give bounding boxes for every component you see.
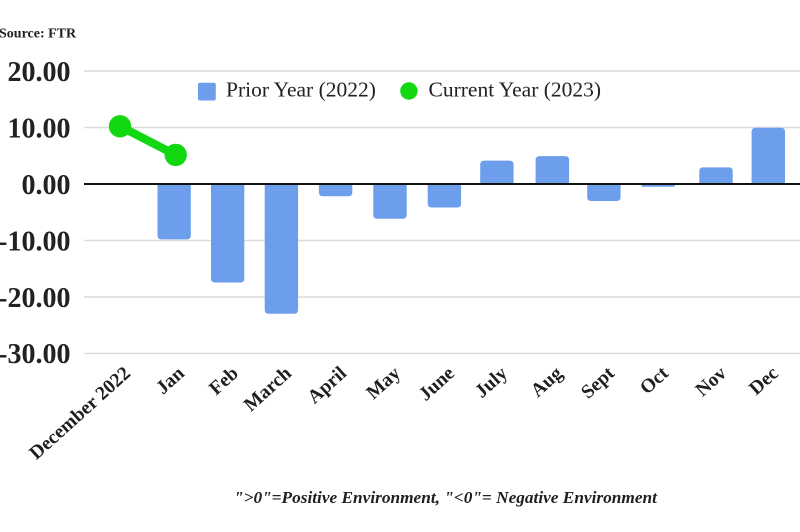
svg-text:Prior Year (2022): Prior Year (2022) (226, 78, 376, 102)
svg-text:-10.00: -10.00 (0, 226, 71, 257)
svg-text:Current Year (2023): Current Year (2023) (429, 78, 602, 102)
svg-text:10.00: 10.00 (8, 113, 71, 144)
svg-text:-20.00: -20.00 (0, 283, 71, 314)
svg-text:-30.00: -30.00 (0, 339, 71, 370)
svg-text:">0"=Positive Environment, "<0: ">0"=Positive Environment, "<0"= Negativ… (234, 488, 658, 507)
svg-text:0.00: 0.00 (22, 170, 71, 201)
svg-text:20.00: 20.00 (8, 57, 71, 88)
svg-text:Source: FTR: Source: FTR (0, 27, 77, 42)
